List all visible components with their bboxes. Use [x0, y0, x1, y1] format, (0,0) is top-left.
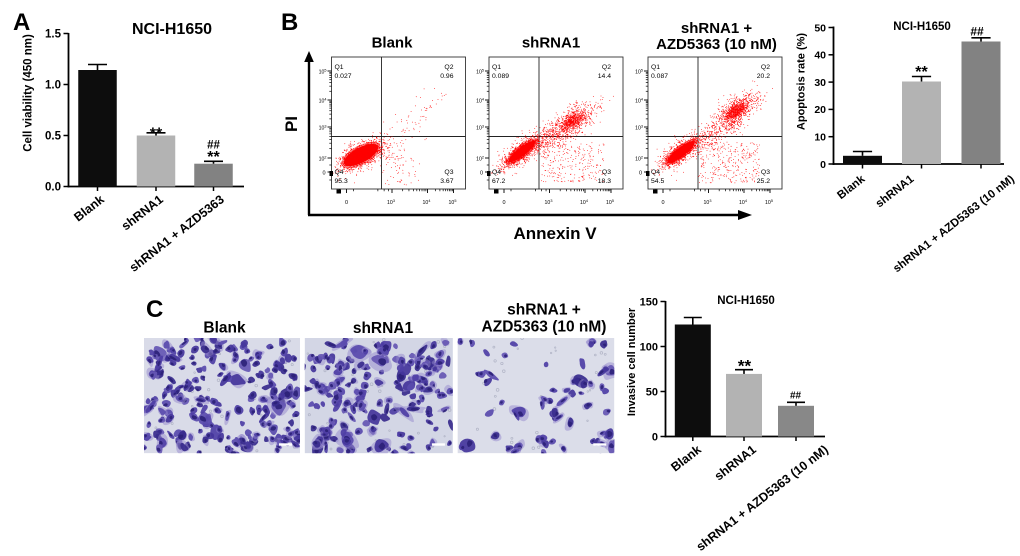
- svg-text:AZD5363 (10 nM): AZD5363 (10 nM): [482, 319, 607, 336]
- svg-text:Blank: Blank: [372, 35, 414, 52]
- svg-text:Q3: Q3: [602, 169, 611, 176]
- svg-text:20.2: 20.2: [757, 73, 770, 80]
- svg-text:C: C: [146, 296, 163, 323]
- svg-text:Q2: Q2: [444, 64, 453, 71]
- svg-text:**: **: [207, 149, 220, 166]
- svg-text:105: 105: [765, 199, 773, 206]
- svg-text:25.2: 25.2: [757, 178, 770, 185]
- svg-text:0.96: 0.96: [440, 73, 453, 80]
- svg-text:Annexin V: Annexin V: [513, 224, 597, 243]
- svg-text:**: **: [915, 64, 928, 81]
- svg-text:shRNA1: shRNA1: [522, 35, 580, 52]
- svg-text:0: 0: [480, 171, 483, 177]
- svg-text:104: 104: [423, 199, 431, 206]
- svg-text:##: ##: [207, 140, 220, 152]
- svg-text:3.67: 3.67: [440, 178, 453, 185]
- svg-text:54.5: 54.5: [651, 178, 664, 185]
- svg-text:102: 102: [635, 156, 643, 163]
- svg-text:A: A: [13, 9, 30, 36]
- svg-text:NCI-H1650: NCI-H1650: [717, 295, 775, 307]
- svg-text:95.3: 95.3: [335, 178, 348, 185]
- svg-text:102: 102: [319, 156, 327, 163]
- svg-text:104: 104: [476, 98, 484, 105]
- svg-text:0: 0: [820, 159, 826, 171]
- svg-text:Invasive cell number: Invasive cell number: [626, 307, 638, 416]
- svg-text:10: 10: [814, 132, 826, 144]
- svg-text:Q2: Q2: [602, 64, 611, 71]
- svg-text:103: 103: [704, 199, 712, 206]
- svg-text:105: 105: [449, 199, 457, 206]
- svg-text:104: 104: [580, 199, 588, 206]
- svg-text:B: B: [281, 9, 298, 36]
- svg-text:Q1: Q1: [651, 64, 660, 71]
- svg-text:105: 105: [476, 69, 484, 76]
- svg-text:AZD5363 (10 nM): AZD5363 (10 nM): [656, 36, 777, 53]
- svg-text:14.4: 14.4: [598, 73, 611, 80]
- svg-text:1.5: 1.5: [45, 28, 62, 40]
- svg-text:18.3: 18.3: [598, 178, 611, 185]
- svg-text:Q4: Q4: [651, 169, 660, 176]
- svg-text:##: ##: [790, 390, 802, 401]
- svg-text:100: 100: [640, 341, 658, 353]
- svg-text:Blank: Blank: [203, 320, 246, 337]
- svg-text:0.0: 0.0: [45, 181, 61, 193]
- svg-text:0: 0: [652, 431, 658, 443]
- svg-text:0: 0: [502, 200, 505, 206]
- svg-text:0.5: 0.5: [45, 130, 62, 142]
- svg-text:102: 102: [476, 156, 484, 163]
- svg-text:1.0: 1.0: [45, 79, 61, 91]
- svg-text:shRNA1 +: shRNA1 +: [681, 20, 753, 37]
- svg-text:105: 105: [606, 199, 614, 206]
- svg-text:0: 0: [661, 200, 664, 206]
- svg-text:Q3: Q3: [444, 169, 453, 176]
- svg-text:Cell viability (450 nm): Cell viability (450 nm): [23, 34, 35, 152]
- svg-text:103: 103: [387, 199, 395, 206]
- svg-text:50: 50: [646, 386, 658, 398]
- svg-text:103: 103: [476, 125, 484, 132]
- svg-text:Q2: Q2: [761, 64, 770, 71]
- svg-text:Apoptosis rate (%): Apoptosis rate (%): [796, 33, 808, 131]
- svg-text:103: 103: [319, 125, 327, 132]
- svg-text:##: ##: [970, 24, 984, 38]
- svg-text:0.087: 0.087: [651, 73, 668, 80]
- svg-text:0.027: 0.027: [335, 73, 352, 80]
- svg-text:0.089: 0.089: [492, 73, 509, 80]
- svg-text:**: **: [738, 357, 752, 376]
- svg-text:0: 0: [322, 171, 325, 177]
- svg-text:shRNA1 +: shRNA1 +: [507, 302, 581, 319]
- svg-text:30: 30: [814, 77, 826, 89]
- svg-text:Q4: Q4: [492, 169, 501, 176]
- svg-text:Q4: Q4: [335, 169, 344, 176]
- svg-text:0: 0: [639, 171, 642, 177]
- svg-text:104: 104: [635, 98, 643, 105]
- svg-text:Q3: Q3: [761, 169, 770, 176]
- svg-text:50: 50: [814, 22, 826, 34]
- svg-text:20: 20: [814, 104, 826, 116]
- svg-text:Q1: Q1: [492, 64, 501, 71]
- svg-text:Q1: Q1: [335, 64, 344, 71]
- svg-text:0: 0: [345, 200, 348, 206]
- svg-text:150: 150: [640, 296, 658, 308]
- svg-text:103: 103: [635, 125, 643, 132]
- svg-text:40: 40: [814, 50, 826, 62]
- svg-text:105: 105: [319, 69, 327, 76]
- svg-text:104: 104: [739, 199, 747, 206]
- svg-text:104: 104: [319, 98, 327, 105]
- svg-text:shRNA1: shRNA1: [353, 320, 414, 337]
- svg-text:**: **: [150, 126, 163, 143]
- svg-text:NCI-H1650: NCI-H1650: [132, 21, 212, 38]
- svg-text:67.2: 67.2: [492, 178, 505, 185]
- svg-text:105: 105: [635, 69, 643, 76]
- svg-text:103: 103: [545, 199, 553, 206]
- svg-text:NCI-H1650: NCI-H1650: [893, 21, 951, 33]
- svg-text:PI: PI: [282, 116, 301, 132]
